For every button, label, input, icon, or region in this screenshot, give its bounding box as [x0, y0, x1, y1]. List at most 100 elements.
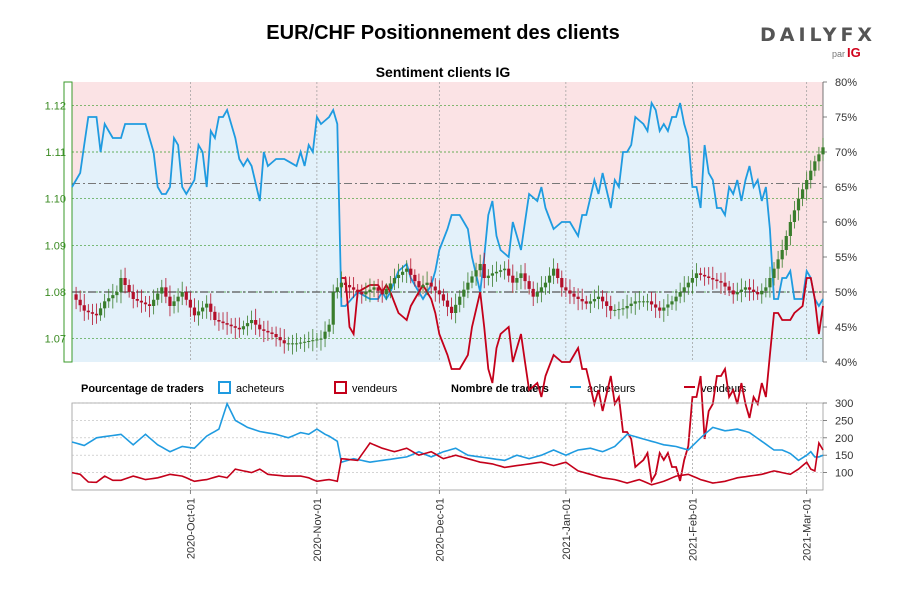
candle-body [727, 286, 731, 291]
candle-body [168, 296, 172, 306]
candle-body [470, 276, 474, 283]
candle-body [633, 301, 637, 304]
candle-body [711, 278, 715, 280]
candle-body [90, 312, 95, 314]
candle-body [543, 282, 548, 288]
candle-body [311, 340, 315, 342]
candle-body [674, 296, 678, 302]
candle-body [115, 292, 119, 296]
candle-body [380, 290, 384, 295]
candle-body [649, 301, 654, 305]
candle-body [249, 320, 254, 324]
candle-body [580, 299, 584, 302]
candle-body [294, 343, 299, 345]
candle-body [747, 287, 752, 290]
candle-body [617, 309, 621, 311]
pct-tick-label: 60% [835, 217, 857, 229]
candle-body [364, 292, 368, 295]
pct-tick-label: 75% [835, 112, 857, 124]
candle-body [147, 304, 152, 306]
date-tick-label: 2020-Nov-01 [312, 498, 324, 562]
candle-body [698, 273, 703, 275]
candle-body [372, 287, 376, 290]
candle-body [560, 278, 564, 288]
pct-tick-label: 65% [835, 182, 857, 194]
candle-body [315, 339, 319, 341]
pct-tick-label: 80% [835, 77, 857, 89]
count-tick-label: 300 [835, 398, 853, 410]
candle-body [449, 306, 454, 313]
legend-pct-label: Pourcentage de traders [81, 383, 204, 395]
candle-body [596, 296, 601, 299]
candle-body [686, 282, 690, 288]
candle-body [352, 287, 356, 290]
candle-body [731, 290, 735, 295]
candle-body [409, 268, 413, 275]
candle-body [723, 282, 727, 287]
candle-body [654, 304, 658, 308]
candle-body [564, 287, 568, 291]
candle-body [523, 273, 527, 282]
candle-body [209, 303, 213, 312]
candle-body [556, 268, 560, 278]
candle-body [94, 313, 99, 316]
candle-body [507, 268, 511, 276]
candle-body [764, 287, 768, 291]
candle-body [588, 301, 592, 304]
candle-body [503, 268, 507, 271]
candle-body [454, 304, 458, 313]
candle-body [780, 250, 784, 260]
candle-body [641, 301, 646, 303]
candle-body [809, 170, 813, 180]
candle-body [282, 340, 286, 344]
candle-body [568, 290, 572, 294]
candle-body [703, 274, 707, 277]
candle-body [478, 264, 482, 271]
candle-body [539, 287, 543, 292]
pct-tick-label: 50% [835, 287, 857, 299]
candle-body [805, 180, 809, 190]
candle-body [323, 331, 327, 339]
candle-body [152, 299, 156, 306]
pct-tick-label: 45% [835, 322, 857, 334]
legend-pct-buyers: acheteurs [236, 383, 285, 395]
candle-body [266, 330, 270, 333]
candle-body [572, 293, 576, 297]
candle-body [347, 285, 352, 288]
logo-brand: DAILYFX [760, 24, 877, 46]
candle-body [327, 324, 331, 332]
candle-body [286, 343, 290, 345]
candle-body [205, 303, 209, 308]
price-tick-label: 1.12 [45, 100, 66, 112]
candle-body [401, 271, 405, 275]
candle-body [396, 274, 401, 278]
candle-body [425, 282, 429, 285]
candle-body [637, 301, 641, 303]
candle-body [307, 341, 311, 342]
candle-body [821, 147, 825, 155]
candle-body [772, 268, 776, 278]
candle-body [225, 323, 229, 325]
candle-body [482, 264, 486, 278]
candle-body [196, 311, 201, 316]
candle-body [592, 299, 597, 302]
candle-body [756, 292, 760, 295]
candle-body [103, 301, 107, 309]
candle-body [662, 307, 666, 311]
candle-body [274, 334, 278, 338]
candle-body [800, 189, 805, 199]
candle-body [817, 154, 821, 162]
candle-body [98, 308, 103, 316]
candle-body [213, 311, 217, 320]
candle-body [217, 320, 221, 322]
candle-body [180, 292, 184, 297]
candle-body [690, 278, 694, 283]
candle-body [417, 281, 421, 288]
candle-body [625, 306, 629, 309]
candle-body [160, 287, 164, 294]
candles [74, 138, 825, 355]
candle-body [339, 282, 343, 288]
candle-body [184, 292, 188, 300]
count-tick-label: 100 [835, 468, 853, 480]
